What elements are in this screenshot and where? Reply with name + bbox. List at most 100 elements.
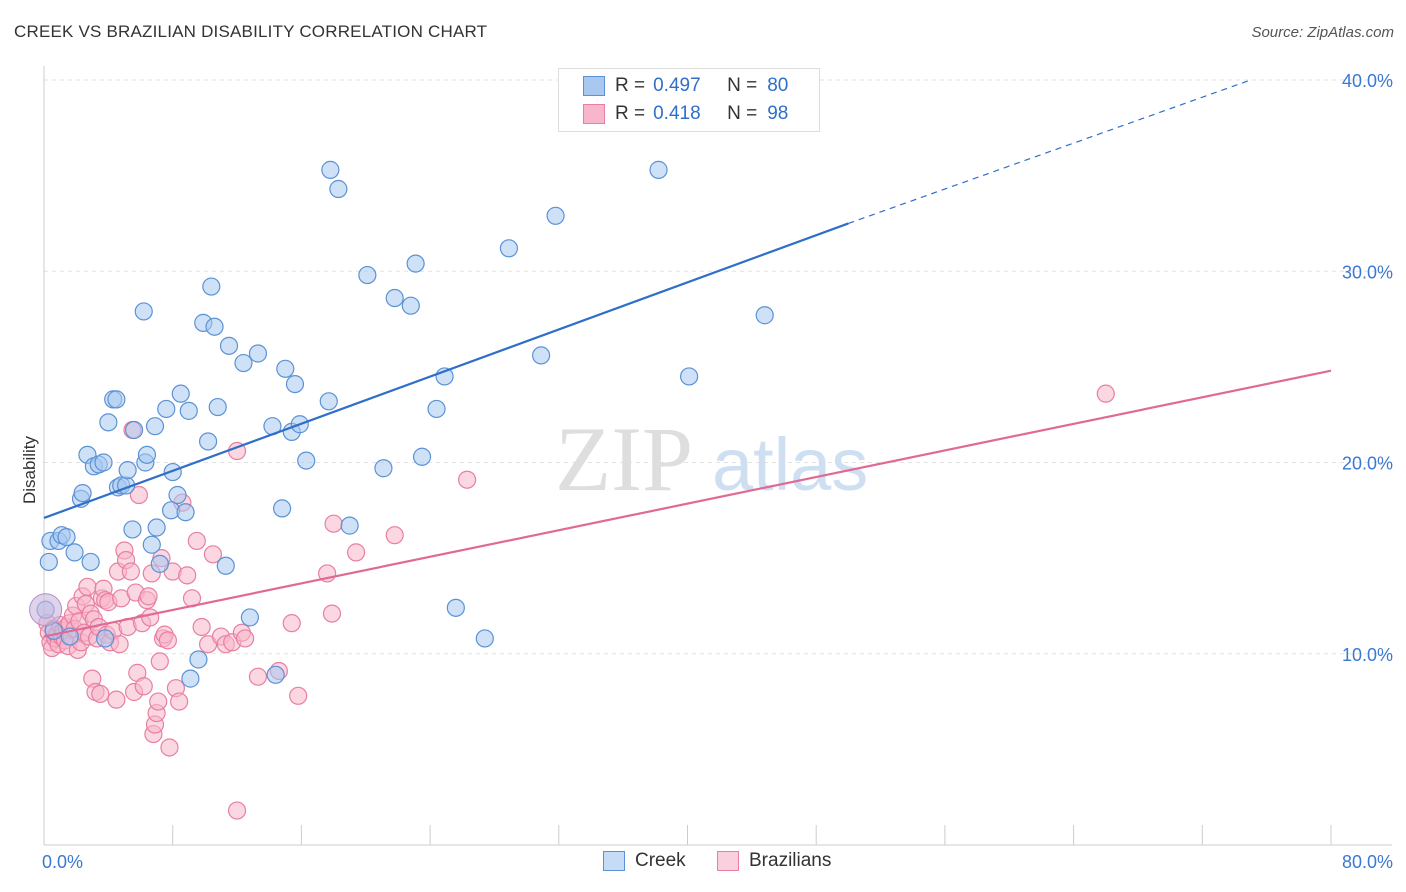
cluster-point (29, 593, 63, 627)
creek-point (446, 598, 465, 617)
creek-point (340, 516, 359, 535)
creek-point (150, 554, 169, 573)
brazilians-point (134, 677, 153, 696)
x-tick-label-min: 0.0% (42, 852, 84, 872)
legend-r-value: 0.418 (653, 103, 701, 124)
brazilians-legend-swatch (717, 851, 739, 871)
brazilians-point (139, 587, 158, 606)
brazilians-point (129, 485, 149, 505)
creek-point (216, 556, 235, 575)
y-axis-label-wrap: Disability (20, 435, 39, 504)
creek-point (406, 254, 425, 273)
brazilians-point (192, 617, 211, 637)
creek-point (499, 239, 519, 258)
creek-point (57, 527, 76, 547)
legend-r-label: R = (615, 103, 646, 124)
brazilians-point (78, 577, 97, 596)
creek-trend-extension (848, 79, 1251, 225)
stats-legend: R = 0.497 N = 80 R = 0.418 N = 98 (558, 68, 820, 132)
brazilians-legend-label: Brazilians (749, 850, 832, 871)
creek-points (29, 160, 774, 688)
creek-point (532, 346, 551, 365)
creek-point (272, 499, 292, 518)
creek-point (401, 296, 420, 315)
creek-point (147, 518, 166, 537)
y-tick-labels: 10.0% 20.0% 30.0% 40.0% (1342, 71, 1393, 665)
creek-point (276, 359, 295, 378)
creek-point (385, 288, 404, 308)
brazilians-point (187, 531, 206, 551)
brazilians-point (248, 667, 268, 686)
creek-point (118, 461, 137, 480)
legend-item-brazilians[interactable]: Brazilians (717, 850, 831, 872)
creek-point (546, 206, 565, 225)
creek-point (124, 420, 144, 440)
legend-r-value: 0.497 (653, 75, 701, 96)
brazilians-point (235, 629, 255, 648)
trend-lines (43, 79, 1332, 638)
legend-item-creek[interactable]: Creek (603, 850, 686, 872)
creek-point (107, 390, 126, 409)
creek-point (205, 317, 224, 336)
creek-point (208, 397, 227, 417)
creek-point (171, 384, 190, 403)
creek-point (65, 543, 84, 562)
creek-point (319, 392, 338, 411)
brazilians-point (158, 631, 177, 650)
brazilians-point (107, 690, 126, 709)
brazilians-trend-line (43, 369, 1332, 638)
creek-point (179, 401, 198, 420)
creek-point (240, 608, 260, 627)
creek-point (358, 265, 377, 285)
creek-legend-label: Creek (635, 850, 686, 871)
creek-point (96, 629, 115, 648)
legend-n-value: 80 (767, 75, 789, 96)
brazilians-point (203, 545, 223, 564)
brazilians-point (385, 526, 404, 545)
brazilians-point (141, 608, 160, 627)
brazilians-point (346, 543, 366, 562)
brazilians-point (324, 514, 343, 533)
creek-point (163, 462, 182, 482)
y-axis-label: Disability (20, 435, 39, 504)
creek-point (81, 552, 100, 572)
creek-point (73, 484, 92, 503)
creek-point (297, 451, 316, 470)
brazilians-point (227, 801, 247, 820)
creek-point (329, 179, 348, 199)
creek-swatch (583, 76, 605, 96)
y-tick-label: 30.0% (1342, 262, 1393, 282)
y-tick-label: 10.0% (1342, 645, 1393, 665)
watermark-zip: ZIP (555, 408, 693, 510)
x-tick-label-max: 80.0% (1341, 852, 1393, 872)
chart-source: Source: ZipAtlas.com (1251, 24, 1394, 41)
creek-point (427, 399, 446, 419)
axes (43, 66, 1392, 846)
creek-trend-line (43, 222, 849, 519)
creek-point (176, 503, 195, 522)
creek-point (755, 306, 774, 325)
y-tick-label: 40.0% (1342, 71, 1393, 91)
brazilians-point (1096, 384, 1115, 403)
creek-point (142, 535, 161, 554)
creek-point (321, 160, 340, 179)
brazilians-point (121, 562, 140, 581)
creek-point (266, 665, 285, 684)
creek-point (123, 520, 142, 539)
creek-point (374, 459, 393, 478)
legend-r-label: R = (615, 75, 646, 96)
brazilians-point (178, 566, 197, 585)
creek-point (198, 432, 218, 451)
creek-point (202, 277, 221, 296)
brazilians-point (170, 692, 189, 711)
creek-point (189, 650, 208, 669)
creek-point (285, 374, 305, 394)
legend-row-brazilians: R = 0.418 N = 98 (559, 100, 788, 128)
legend-n-label: N = (727, 75, 758, 96)
creek-point (680, 367, 699, 386)
legend-n-value: 98 (767, 103, 789, 124)
creek-point (137, 445, 157, 464)
chart-title: CREEK VS BRAZILIAN DISABILITY CORRELATIO… (14, 22, 488, 41)
brazilians-point (149, 692, 168, 711)
